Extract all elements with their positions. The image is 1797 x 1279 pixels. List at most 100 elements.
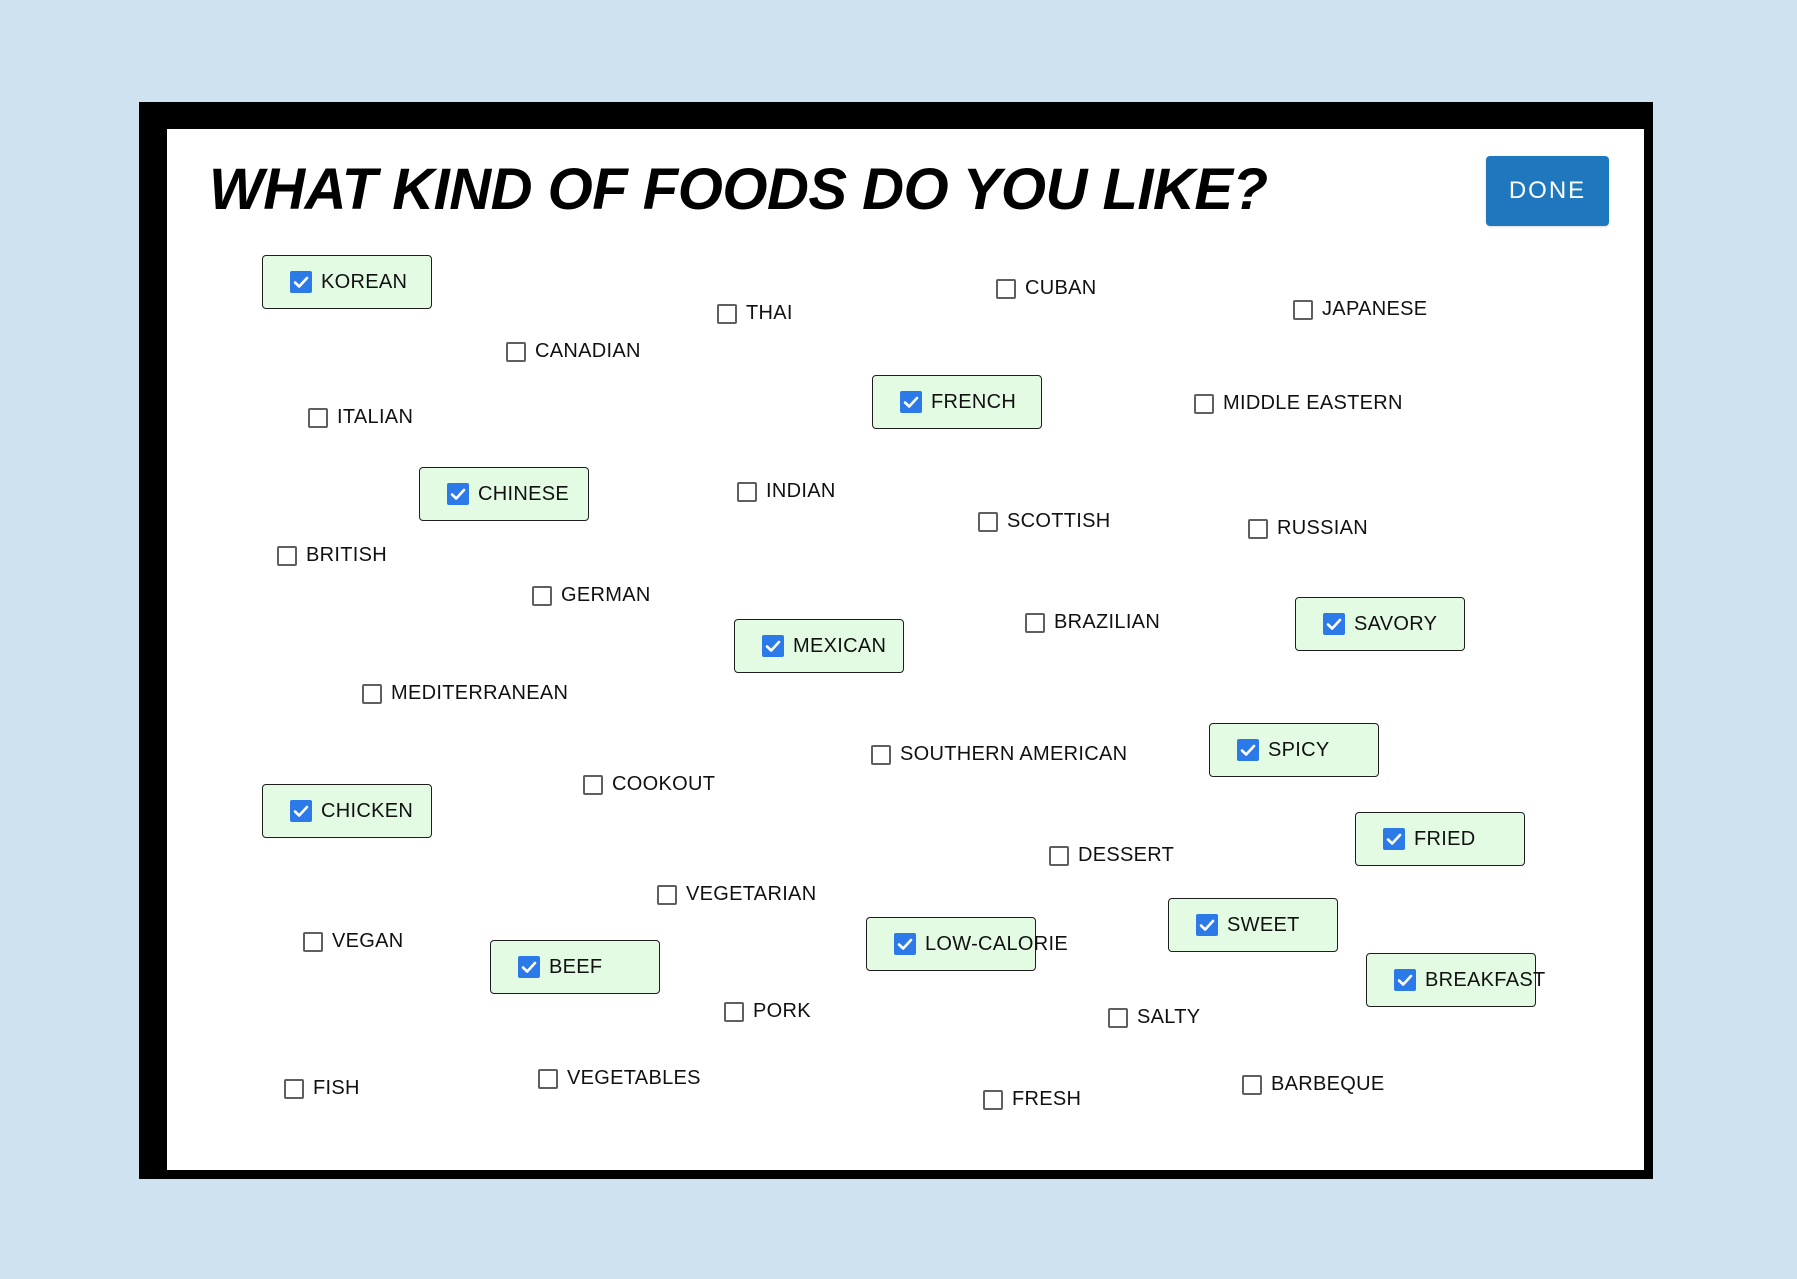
option-beef[interactable]: BEEF	[490, 940, 660, 994]
option-label: FRENCH	[931, 390, 1017, 413]
option-label: INDIAN	[766, 480, 836, 502]
checkmark-icon	[293, 276, 309, 288]
option-vegetables[interactable]: VEGETABLES	[538, 1067, 701, 1090]
option-salty[interactable]: SALTY	[1108, 1006, 1200, 1029]
option-label: ITALIAN	[337, 406, 414, 428]
option-label: VEGAN	[332, 930, 404, 952]
checkbox[interactable]	[1025, 612, 1045, 633]
option-dessert[interactable]: DESSERT	[1049, 844, 1174, 867]
option-cookout[interactable]: COOKOUT	[583, 773, 715, 796]
checkbox-checked[interactable]	[1323, 613, 1345, 635]
checkbox[interactable]	[871, 744, 891, 765]
option-label: SCOTTISH	[1007, 510, 1111, 532]
option-mediterranean[interactable]: MEDITERRANEAN	[362, 682, 568, 705]
option-label: SAVORY	[1354, 612, 1438, 635]
checkbox[interactable]	[983, 1089, 1003, 1110]
checkbox[interactable]	[303, 931, 323, 952]
checkmark-icon	[1397, 974, 1413, 986]
option-middle-eastern[interactable]: MIDDLE EASTERN	[1194, 392, 1403, 415]
checkbox[interactable]	[1194, 393, 1214, 414]
done-button[interactable]: DONE	[1486, 156, 1609, 226]
checkbox[interactable]	[1242, 1074, 1262, 1095]
checkbox-checked[interactable]	[1196, 914, 1218, 936]
checkmark-icon	[450, 488, 466, 500]
option-label: PORK	[753, 1000, 811, 1022]
option-british[interactable]: BRITISH	[277, 544, 387, 567]
checkbox[interactable]	[1108, 1007, 1128, 1028]
option-scottish[interactable]: SCOTTISH	[978, 510, 1111, 533]
option-mexican[interactable]: MEXICAN	[734, 619, 904, 673]
option-label: BRAZILIAN	[1054, 611, 1161, 633]
option-fish[interactable]: FISH	[284, 1077, 360, 1100]
option-indian[interactable]: INDIAN	[737, 480, 836, 503]
checkbox[interactable]	[1049, 845, 1069, 866]
option-thai[interactable]: THAI	[717, 302, 793, 325]
option-italian[interactable]: ITALIAN	[308, 406, 413, 429]
checkbox-checked[interactable]	[447, 483, 469, 505]
checkbox[interactable]	[1248, 518, 1268, 539]
checkmark-icon	[293, 805, 309, 817]
checkbox[interactable]	[724, 1001, 744, 1022]
option-label: CUBAN	[1025, 277, 1097, 299]
option-label: DESSERT	[1078, 844, 1175, 866]
checkbox-checked[interactable]	[900, 391, 922, 413]
checkbox[interactable]	[362, 683, 382, 704]
option-label: CANADIAN	[535, 340, 641, 362]
checkbox[interactable]	[532, 585, 552, 606]
checkbox[interactable]	[284, 1078, 304, 1099]
checkbox[interactable]	[308, 407, 328, 428]
option-fresh[interactable]: FRESH	[983, 1088, 1081, 1111]
page-title: WHAT KIND OF FOODS DO YOU LIKE?	[209, 157, 1268, 222]
checkbox[interactable]	[996, 278, 1016, 299]
checkbox-checked[interactable]	[290, 800, 312, 822]
checkbox-checked[interactable]	[1383, 828, 1405, 850]
option-fried[interactable]: FRIED	[1355, 812, 1525, 866]
checkbox[interactable]	[506, 341, 526, 362]
option-label: BARBEQUE	[1271, 1073, 1385, 1095]
checkmark-icon	[1326, 618, 1342, 630]
option-label: KOREAN	[321, 270, 408, 293]
checkbox-checked[interactable]	[894, 933, 916, 955]
checkbox[interactable]	[978, 511, 998, 532]
checkmark-icon	[1386, 833, 1402, 845]
checkbox[interactable]	[1293, 299, 1313, 320]
option-southern-american[interactable]: SOUTHERN AMERICAN	[871, 743, 1127, 766]
checkbox-checked[interactable]	[762, 635, 784, 657]
option-cuban[interactable]: CUBAN	[996, 277, 1097, 300]
option-label: BEEF	[549, 955, 603, 978]
option-vegan[interactable]: VEGAN	[303, 930, 404, 953]
option-chicken[interactable]: CHICKEN	[262, 784, 432, 838]
checkbox-checked[interactable]	[1237, 739, 1259, 761]
option-spicy[interactable]: SPICY	[1209, 723, 1379, 777]
checkbox[interactable]	[737, 481, 757, 502]
option-savory[interactable]: SAVORY	[1295, 597, 1465, 651]
checkbox-checked[interactable]	[290, 271, 312, 293]
option-chinese[interactable]: CHINESE	[419, 467, 589, 521]
checkbox[interactable]	[538, 1068, 558, 1089]
option-vegetarian[interactable]: VEGETARIAN	[657, 883, 816, 906]
option-label: VEGETARIAN	[686, 883, 817, 905]
option-brazilian[interactable]: BRAZILIAN	[1025, 611, 1160, 634]
option-french[interactable]: FRENCH	[872, 375, 1042, 429]
checkbox[interactable]	[657, 884, 677, 905]
option-german[interactable]: GERMAN	[532, 584, 651, 607]
option-label: SOUTHERN AMERICAN	[900, 743, 1128, 765]
option-label: COOKOUT	[612, 773, 716, 795]
option-russian[interactable]: RUSSIAN	[1248, 517, 1368, 540]
checkbox-checked[interactable]	[1394, 969, 1416, 991]
option-barbeque[interactable]: BARBEQUE	[1242, 1073, 1385, 1096]
checkbox[interactable]	[277, 545, 297, 566]
option-label: SWEET	[1227, 913, 1300, 936]
option-japanese[interactable]: JAPANESE	[1293, 298, 1427, 321]
option-label: BRITISH	[306, 544, 387, 566]
option-low-calorie[interactable]: LOW-CALORIE	[866, 917, 1068, 971]
option-pork[interactable]: PORK	[724, 1000, 811, 1023]
option-sweet[interactable]: SWEET	[1168, 898, 1338, 952]
checkbox[interactable]	[583, 774, 603, 795]
option-korean[interactable]: KOREAN	[262, 255, 432, 309]
checkmark-icon	[765, 640, 781, 652]
option-canadian[interactable]: CANADIAN	[506, 340, 641, 363]
checkbox-checked[interactable]	[518, 956, 540, 978]
checkbox[interactable]	[717, 303, 737, 324]
option-breakfast[interactable]: BREAKFAST	[1366, 953, 1545, 1007]
